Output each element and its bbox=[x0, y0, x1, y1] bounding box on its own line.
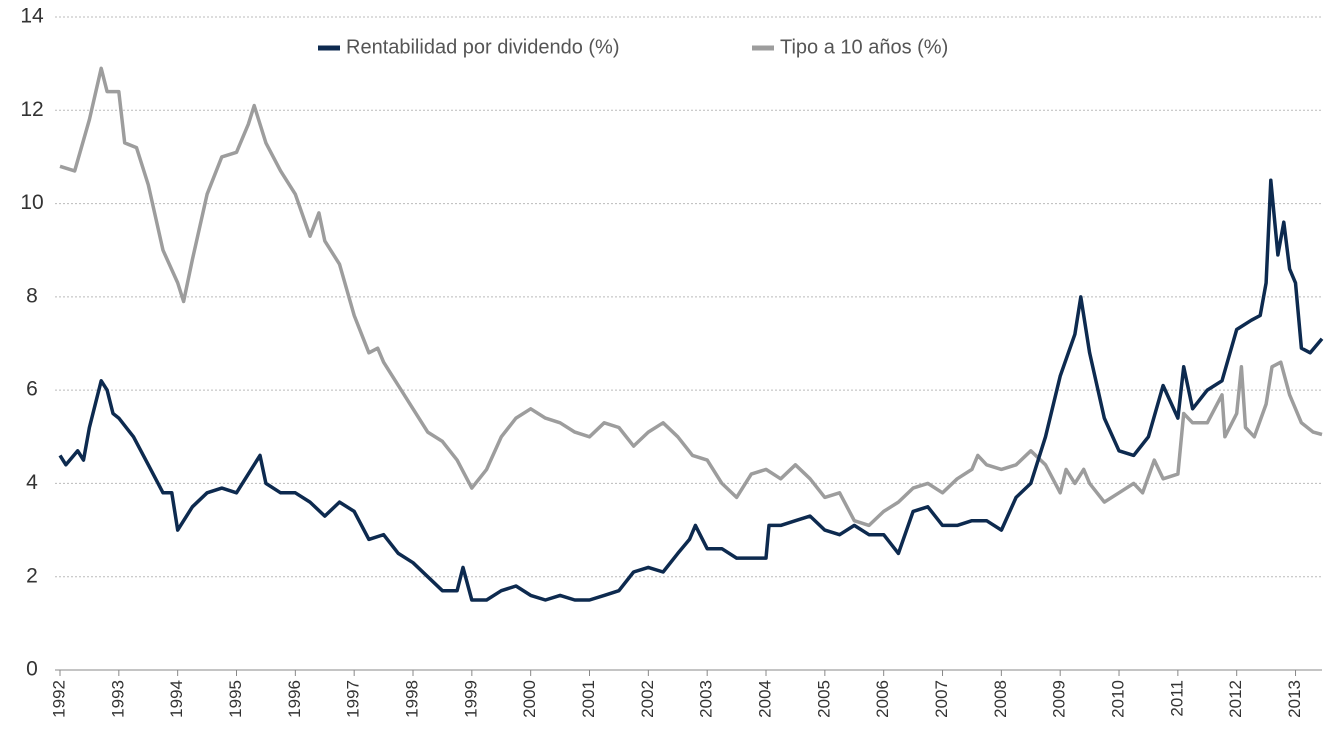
x-tick-label: 1993 bbox=[108, 680, 127, 718]
x-tick-label: 1998 bbox=[402, 680, 421, 718]
x-tick-label: 2006 bbox=[873, 680, 892, 718]
y-tick-label: 8 bbox=[26, 284, 38, 307]
series-line bbox=[59, 66, 1323, 528]
x-tick-label: 2008 bbox=[991, 680, 1010, 718]
x-tick-label: 2000 bbox=[520, 680, 539, 718]
x-tick-label: 1992 bbox=[49, 680, 68, 718]
x-tick-label: 2011 bbox=[1167, 680, 1186, 717]
legend-label: Rentabilidad por dividendo (%) bbox=[346, 36, 620, 58]
x-tick-label: 1994 bbox=[167, 680, 186, 718]
x-tick-label: 2007 bbox=[932, 680, 951, 718]
x-tick-label: 2004 bbox=[755, 680, 774, 718]
x-tick-label: 2012 bbox=[1226, 680, 1245, 718]
y-tick-label: 10 bbox=[20, 191, 43, 214]
y-tick-label: 14 bbox=[20, 5, 44, 28]
x-tick-label: 2013 bbox=[1285, 680, 1304, 718]
x-tick-label: 1997 bbox=[344, 680, 363, 718]
x-tick-label: 1995 bbox=[226, 680, 245, 718]
legend-label: Tipo a 10 años (%) bbox=[780, 36, 948, 58]
x-tick-label: 2009 bbox=[1050, 680, 1069, 718]
x-tick-label: 1999 bbox=[461, 680, 480, 718]
x-tick-label: 2002 bbox=[638, 680, 657, 718]
x-tick-label: 2001 bbox=[579, 680, 598, 718]
y-tick-label: 12 bbox=[20, 98, 43, 121]
series-line bbox=[58, 178, 1324, 602]
y-tick-label: 4 bbox=[26, 471, 38, 494]
x-tick-label: 2010 bbox=[1109, 680, 1128, 718]
y-tick-label: 6 bbox=[26, 378, 38, 401]
y-tick-label: 0 bbox=[26, 658, 38, 681]
x-tick-label: 2003 bbox=[697, 680, 716, 718]
y-tick-label: 2 bbox=[26, 564, 38, 587]
x-tick-label: 1996 bbox=[285, 680, 304, 718]
x-tick-label: 2005 bbox=[814, 680, 833, 718]
